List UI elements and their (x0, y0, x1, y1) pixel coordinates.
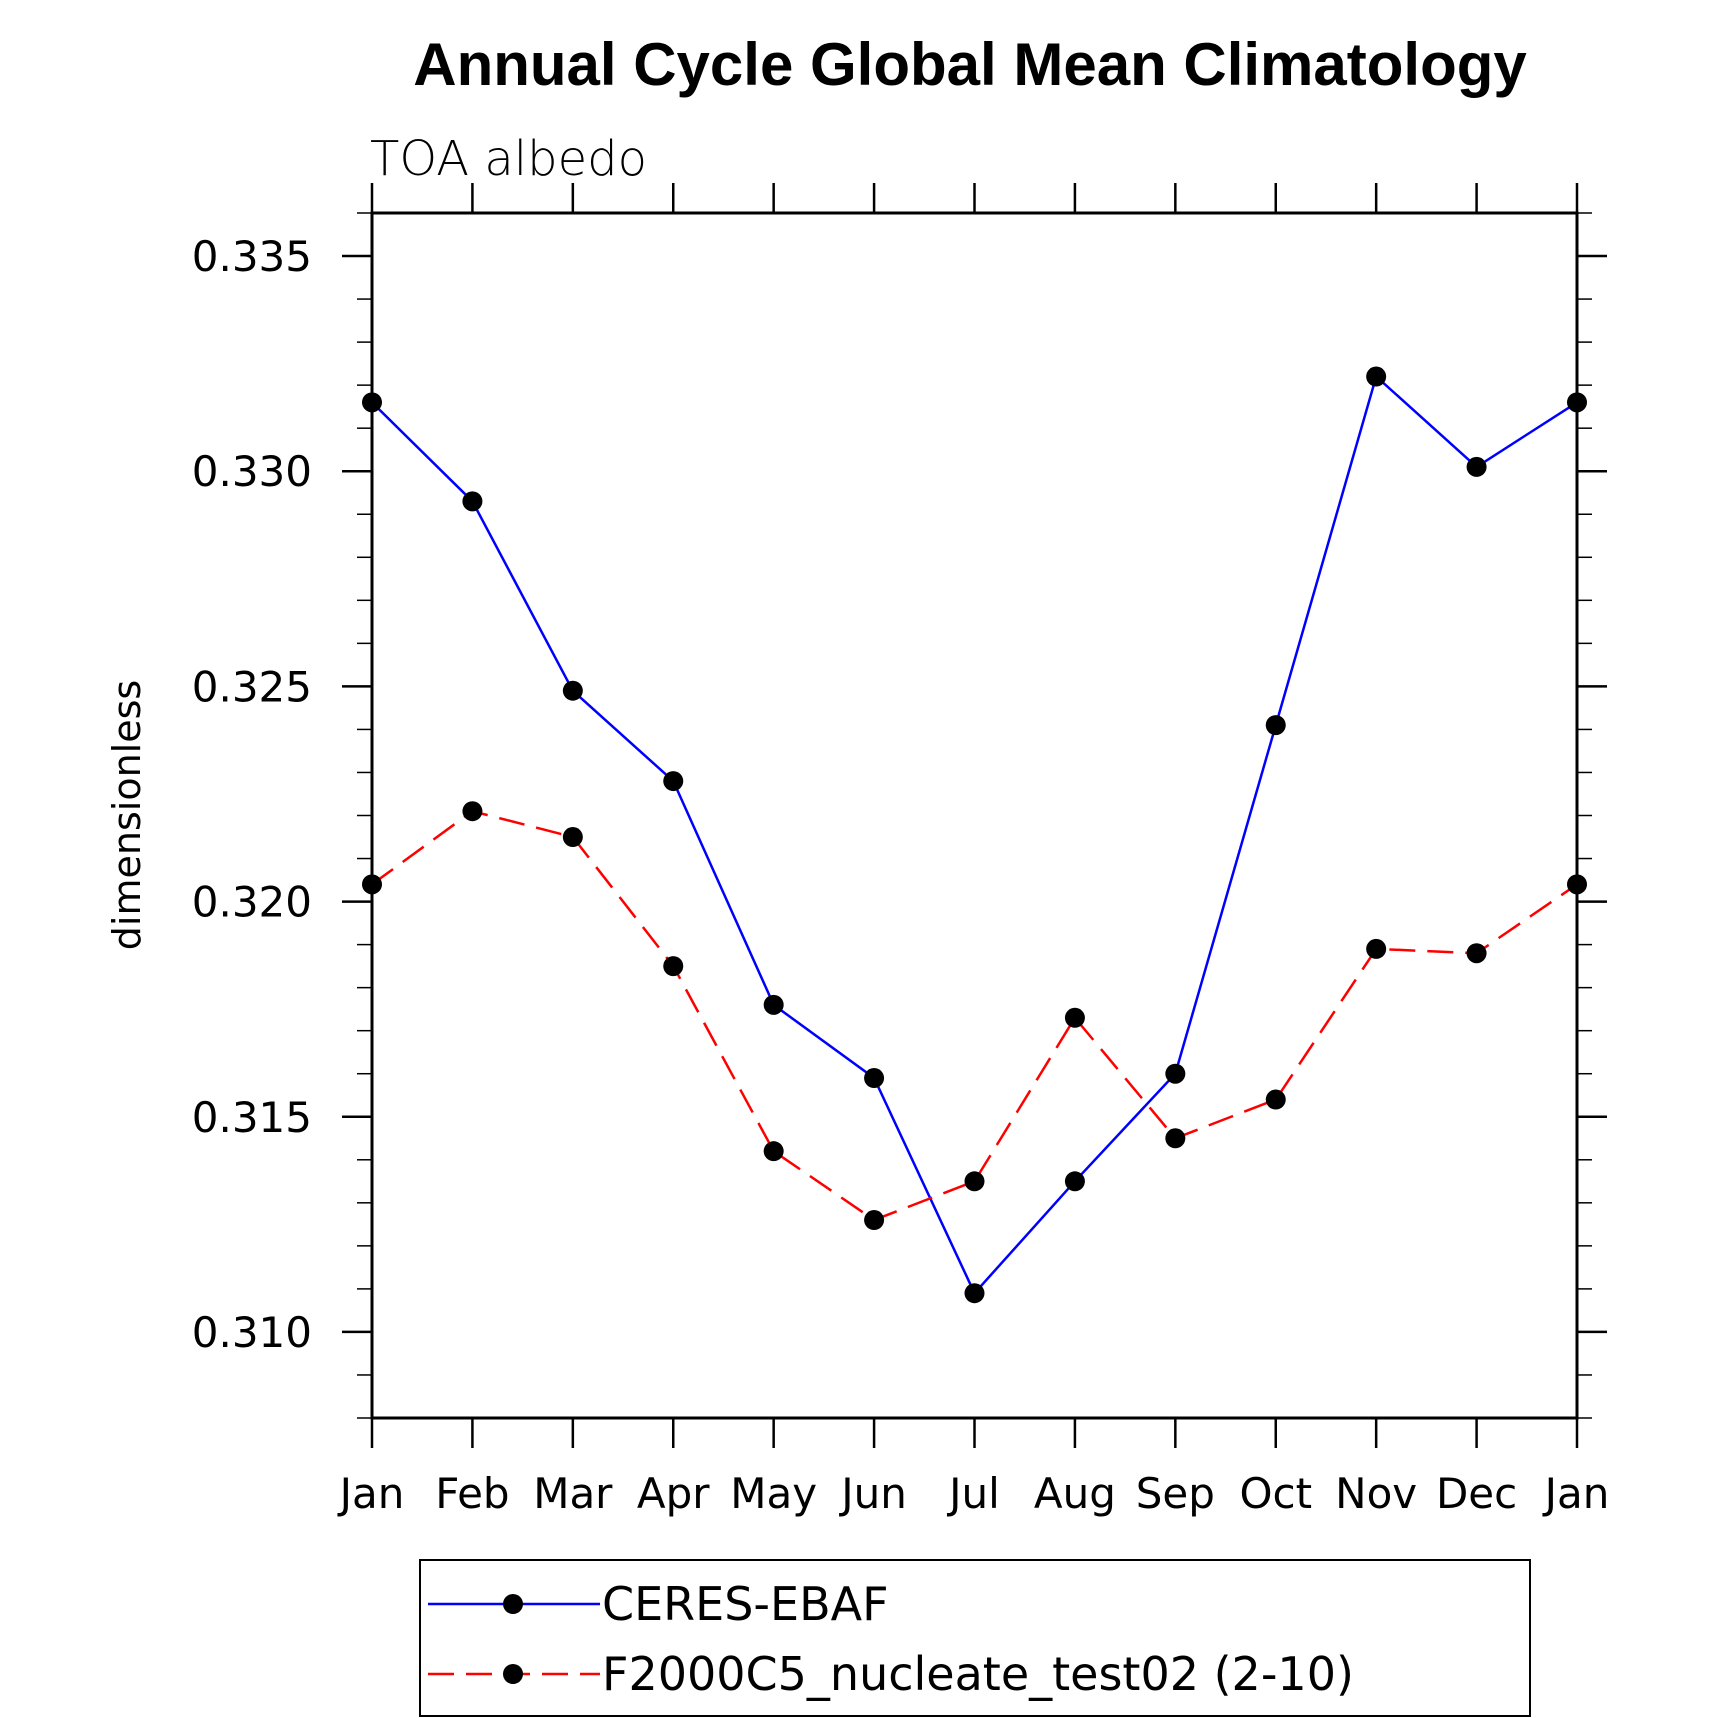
series-markers (362, 366, 1587, 1304)
legend-swatch-marker-1 (503, 1664, 523, 1684)
series-1-point-5 (864, 1210, 885, 1231)
series-1-point-12 (1567, 874, 1587, 895)
x-tick-labels: Jan Feb Mar Apr May Jun Jul Aug Sep Oct Nov Dec Jan (337, 1469, 1610, 1518)
legend-swatch-marker-0 (503, 1594, 523, 1614)
series-1-point-11 (1466, 943, 1487, 964)
series-0-point-3 (663, 771, 684, 792)
series-1-point-1 (462, 801, 483, 822)
x-tick-label-4: May (730, 1469, 817, 1518)
series-0-point-12 (1567, 392, 1587, 413)
y-tick-label-1: 0.315 (192, 1093, 312, 1142)
y-axis-label: dimensionless (105, 680, 149, 950)
x-tick-label-10: Nov (1335, 1469, 1417, 1518)
x-tick-label-8: Sep (1136, 1469, 1215, 1518)
x-tick-label-5: Jun (838, 1469, 907, 1518)
series-1-point-8 (1165, 1128, 1186, 1149)
series-1-point-10 (1366, 938, 1387, 959)
x-tick-label-1: Feb (435, 1469, 509, 1518)
series-1-point-3 (663, 956, 684, 977)
series-0-point-0 (362, 392, 382, 413)
series-line-1 (371, 809, 1578, 1222)
chart-title: Annual Cycle Global Mean Climatology (413, 31, 1527, 98)
series-0-point-6 (964, 1283, 985, 1304)
series-lines (371, 374, 1578, 1296)
y-tick-label-0: 0.310 (192, 1308, 312, 1357)
legend-label-ceres-ebaf: CERES-EBAF (602, 1577, 889, 1631)
series-1-point-7 (1064, 1007, 1085, 1028)
x-tick-label-12: Jan (1542, 1469, 1610, 1518)
chart-subtitle: TOA albedo (370, 131, 647, 187)
x-tick-label-9: Oct (1239, 1469, 1312, 1518)
series-1-point-0 (362, 874, 382, 895)
y-tick-labels: 0.310 0.315 0.320 0.325 0.330 0.335 (192, 232, 312, 1357)
series-line-0 (371, 374, 1578, 1296)
x-tick-label-6: Jul (946, 1469, 1000, 1518)
series-0-point-9 (1265, 715, 1286, 736)
x-tick-label-2: Mar (533, 1469, 613, 1518)
series-1-point-2 (562, 827, 583, 848)
series-0-point-10 (1366, 366, 1387, 387)
axis-ticks (342, 183, 1607, 1448)
series-0-point-8 (1165, 1063, 1186, 1084)
legend-box (419, 1559, 1531, 1717)
series-0-point-7 (1064, 1171, 1085, 1192)
series-0-point-1 (462, 491, 483, 512)
series-0-point-11 (1466, 456, 1487, 477)
series-0-point-5 (864, 1068, 885, 1089)
series-1-point-4 (763, 1141, 784, 1162)
legend: CERES-EBAF F2000C5_nucleate_test02 (2-10… (419, 1559, 1531, 1717)
x-tick-label-7: Aug (1034, 1469, 1116, 1518)
x-tick-label-11: Dec (1436, 1469, 1517, 1518)
series-1-point-6 (964, 1171, 985, 1192)
y-tick-label-2: 0.320 (192, 878, 312, 927)
y-tick-label-3: 0.325 (192, 662, 312, 711)
legend-label-f2000c5: F2000C5_nucleate_test02 (2-10) (602, 1647, 1354, 1701)
y-tick-label-5: 0.335 (192, 232, 312, 281)
series-0-point-2 (562, 680, 583, 701)
x-tick-label-3: Apr (637, 1469, 710, 1518)
y-tick-label-4: 0.330 (192, 447, 312, 496)
x-tick-label-0: Jan (337, 1469, 405, 1518)
series-0-point-4 (763, 994, 784, 1015)
series-1-point-9 (1265, 1089, 1286, 1110)
